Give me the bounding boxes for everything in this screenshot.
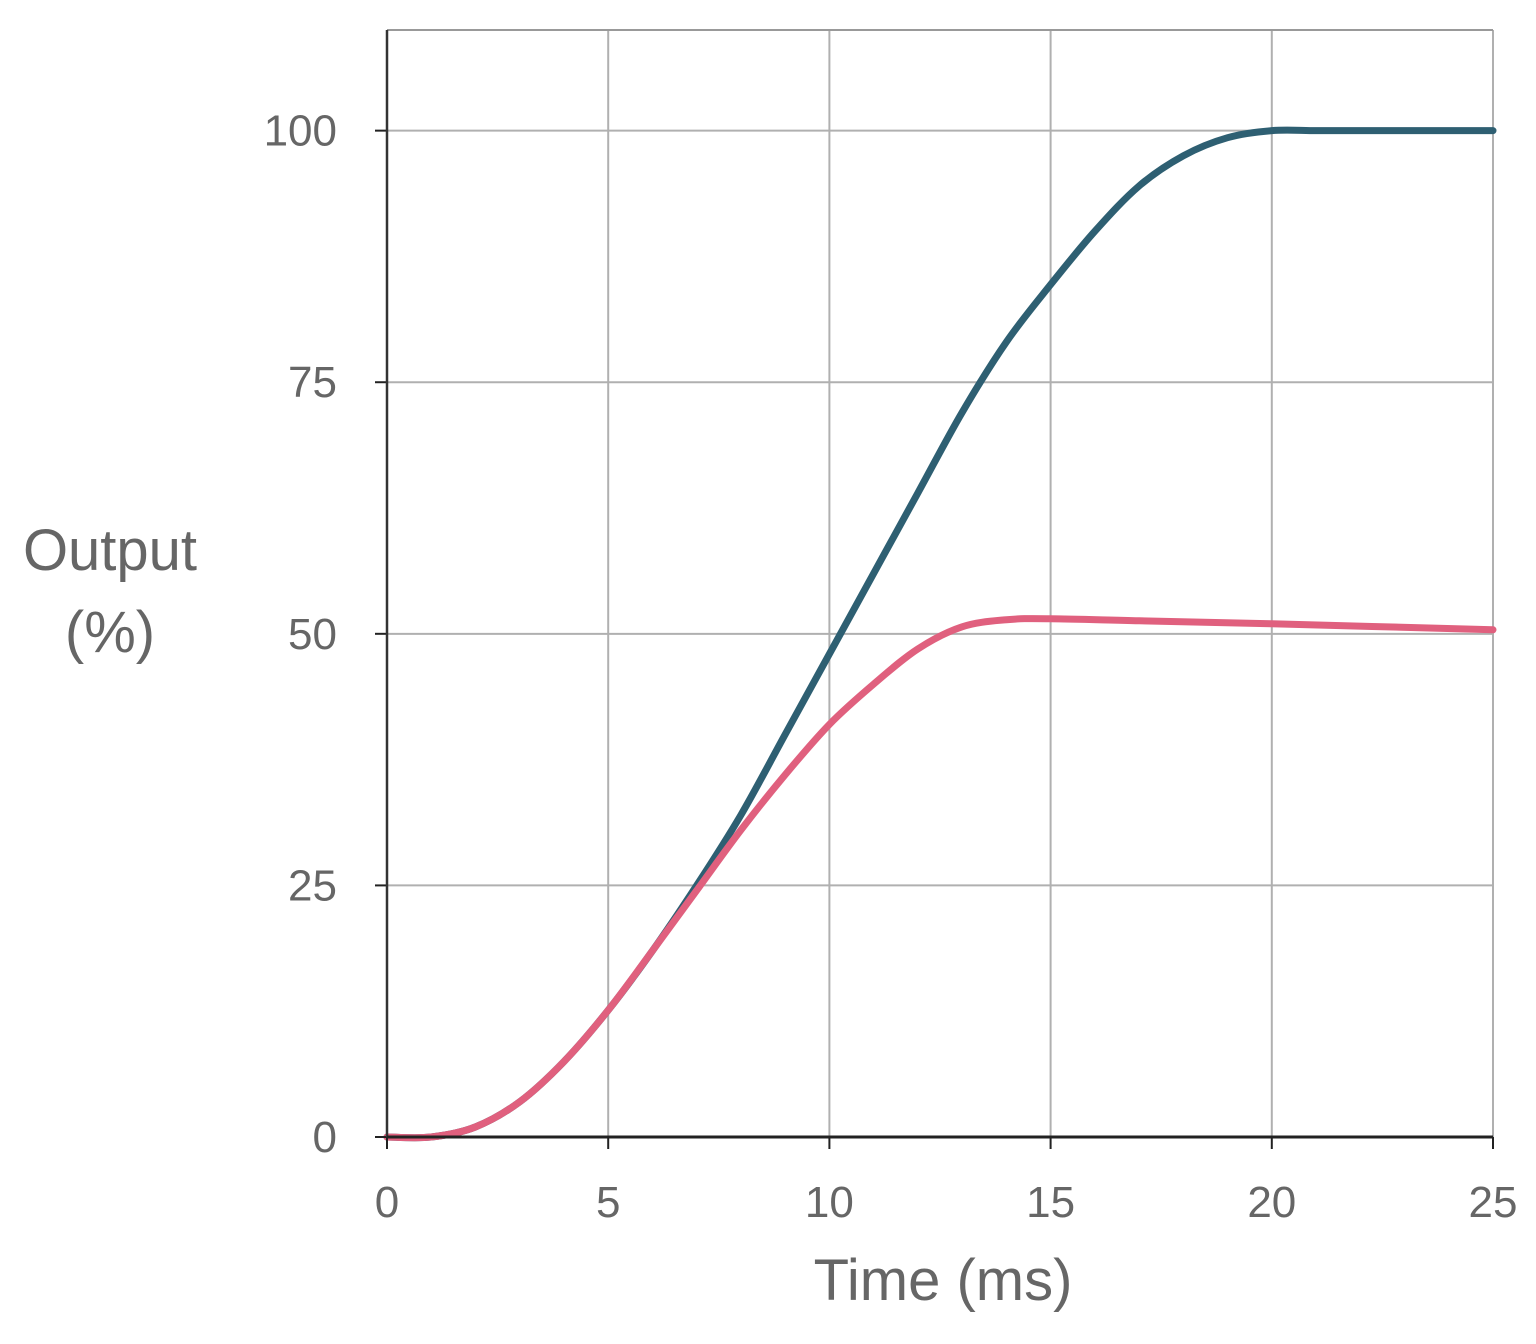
series-line-2 — [383, 615, 1497, 1142]
axes — [375, 30, 1494, 1149]
series-lines — [383, 126, 1497, 1142]
x-tick-label: 20 — [1247, 1178, 1296, 1227]
x-tick-label: 5 — [596, 1178, 620, 1227]
x-tick-label: 0 — [375, 1178, 399, 1227]
y-tick-label: 25 — [288, 861, 337, 910]
tick-labels: 0 5 10 15 20 25 0 25 50 75 100 — [264, 107, 1518, 1227]
y-axis-title-line-1: Output — [23, 518, 197, 583]
y-tick-label: 0 — [313, 1113, 337, 1162]
x-tick-label: 25 — [1469, 1178, 1518, 1227]
y-tick-label: 75 — [288, 358, 337, 407]
y-tick-label: 100 — [264, 107, 337, 156]
y-tick-label: 50 — [288, 610, 337, 659]
x-tick-label: 10 — [805, 1178, 854, 1227]
grid — [387, 29, 1494, 1137]
x-tick-label: 15 — [1026, 1178, 1075, 1227]
x-axis-title: Time (ms) — [814, 1248, 1073, 1313]
y-axis-title-line-2: (%) — [65, 600, 155, 665]
